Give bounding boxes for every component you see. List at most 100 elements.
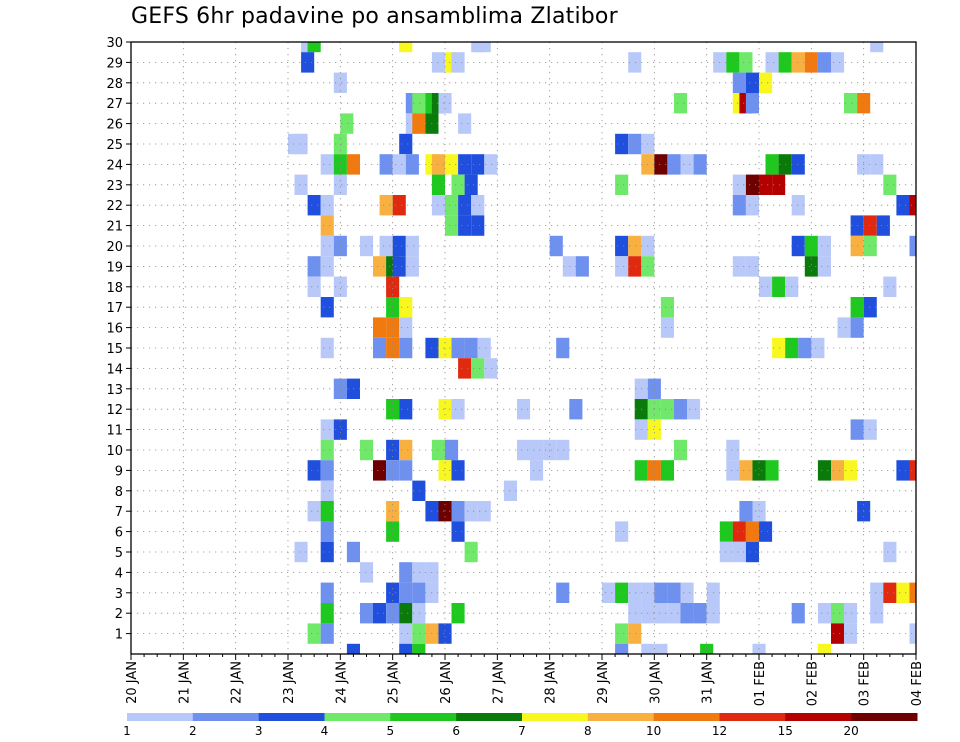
heatmap-cell [379,154,393,175]
colorbar-swatch [258,713,325,721]
heatmap-cell [451,399,465,420]
heatmap-cell [909,235,916,257]
heatmap-cell [876,215,890,236]
heatmap-cell [883,276,897,297]
heatmap-cell [674,399,688,420]
heatmap-cell [301,52,315,73]
heatmap-cell [739,460,753,481]
heatmap-cell [360,235,374,257]
heatmap-cell [870,42,884,53]
heatmap-cell [471,154,485,175]
heatmap-cell [399,562,413,583]
x-tick-label: 03 FEB [858,661,873,706]
heatmap-cells [288,42,916,654]
heatmap-cell [458,113,472,134]
heatmap-cell [680,582,694,603]
heatmap-cell [732,72,746,93]
heatmap-cell [412,603,426,624]
heatmap-cell [294,541,308,563]
y-tick-label: 28 [106,77,123,92]
heatmap-cell [307,501,321,522]
heatmap-cell [399,643,413,654]
heatmap-cell [909,623,916,644]
heatmap-cell [405,235,419,257]
heatmap-cell [412,480,426,501]
heatmap-cell [405,154,419,175]
heatmap-cell [647,460,661,481]
heatmap-cell [451,52,465,73]
heatmap-cell [458,154,472,175]
heatmap-cell [431,174,445,195]
chart-title: GEFS 6hr padavine po ansamblima Zlatibor [131,4,618,29]
heatmap-cell [732,195,746,216]
heatmap-cell [517,439,531,461]
heatmap-cell [791,195,805,216]
heatmap-cell [458,358,472,379]
heatmap-cell [615,256,629,277]
heatmap-cell [693,154,707,175]
heatmap-cell [844,623,858,644]
heatmap-cell [667,603,681,624]
heatmap-cell [641,643,655,654]
heatmap-cell [451,521,465,542]
heatmap-cell [811,337,825,359]
heatmap-cell [896,582,910,603]
colorbar-label: 12 [712,724,727,738]
heatmap-cell [745,174,759,195]
heatmap-cell [647,378,661,399]
y-tick-label: 9 [115,464,123,479]
heatmap-cell [445,215,459,236]
heatmap-cell [804,235,818,257]
heatmap-cell [817,460,831,481]
heatmap-cell [438,460,452,481]
heatmap-cell [484,154,498,175]
heatmap-cell [883,541,897,563]
heatmap-cell [412,582,426,603]
heatmap-cell [386,317,400,338]
heatmap-cell [431,154,445,175]
heatmap-cell [615,623,629,644]
heatmap-cell [615,521,629,542]
heatmap-cell [654,603,668,624]
heatmap-cell [745,256,759,277]
heatmap-cell [451,174,465,195]
heatmap-cell [745,195,759,216]
y-tick-label: 1 [115,628,123,643]
heatmap-cell [320,521,334,542]
y-tick-label: 7 [115,505,123,520]
y-tick-label: 19 [106,260,123,275]
y-tick-label: 24 [106,158,123,173]
heatmap-cell [464,501,478,522]
heatmap-cell [628,52,642,73]
y-tick-label: 3 [115,587,123,602]
heatmap-cell [360,603,374,624]
heatmap-cell [628,133,642,155]
colorbar-swatch [192,713,260,721]
x-tick-label: 28 JAN [544,661,559,704]
heatmap-cell [719,541,733,563]
y-tick-label: 29 [106,56,123,71]
colorbar-label: 15 [778,724,793,738]
heatmap-cell [798,337,812,359]
heatmap-cell [752,460,766,481]
y-tick-label: 8 [115,485,123,500]
heatmap-cell [445,195,459,216]
heatmap-cell [615,643,629,654]
colorbar-label: 8 [584,724,592,738]
colorbar-swatch [456,713,523,721]
heatmap-cell [654,154,668,175]
heatmap-cell [863,215,877,236]
x-tick-label: 04 FEB [910,661,925,706]
heatmap-cell [660,460,674,481]
heatmap-cell [791,154,805,175]
heatmap-cell [333,419,347,440]
heatmap-cell [399,317,413,338]
heatmap-cell [844,603,858,624]
heatmap-cell [791,603,805,624]
heatmap-cell [759,174,773,195]
y-tick-label: 15 [106,342,123,357]
heatmap-cell [386,276,400,297]
y-tick-label: 26 [106,118,123,133]
heatmap-cell [817,256,831,277]
heatmap-cell [654,643,668,654]
